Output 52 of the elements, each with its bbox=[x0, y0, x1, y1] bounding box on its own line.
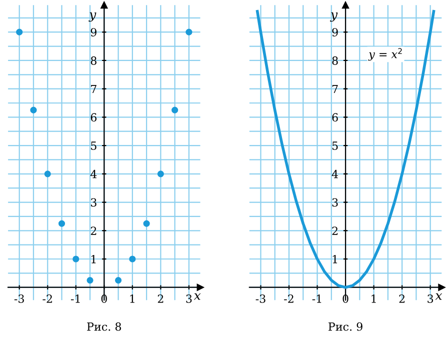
y-tick-label: 2 bbox=[90, 226, 96, 235]
y-tick-label: 6 bbox=[90, 113, 97, 122]
x-tick-label: -2 bbox=[284, 294, 294, 303]
y-tick-label: 8 bbox=[332, 56, 338, 65]
point bbox=[143, 220, 150, 227]
x-tick-label: 2 bbox=[158, 294, 164, 303]
y-tick-label: 1 bbox=[91, 254, 96, 264]
y-tick-label: 6 bbox=[332, 113, 338, 122]
y-tick-label: 8 bbox=[90, 56, 96, 65]
y-axis-title: y bbox=[330, 12, 338, 22]
point bbox=[16, 28, 23, 36]
y-tick-label: 7 bbox=[91, 84, 96, 94]
y-tick-label: 5 bbox=[91, 142, 96, 150]
y-tick-label: 4 bbox=[332, 170, 338, 178]
x-tick-label: 3 bbox=[186, 294, 192, 303]
point bbox=[129, 256, 136, 262]
point bbox=[157, 170, 164, 178]
x-axis-title: x bbox=[435, 293, 442, 300]
y-tick-label: 9 bbox=[332, 28, 338, 36]
x-tick-label: 1 bbox=[372, 294, 376, 303]
point bbox=[30, 106, 37, 114]
text: Рис. 9 bbox=[328, 322, 362, 331]
x-tick-label: 3 bbox=[428, 294, 434, 303]
y-tick-label: 2 bbox=[332, 226, 338, 235]
x-tick-label: 0 bbox=[101, 294, 107, 303]
point bbox=[72, 256, 80, 262]
x-tick-label: 0 bbox=[342, 294, 348, 303]
y-tick-label: 3 bbox=[90, 198, 96, 207]
point bbox=[58, 220, 66, 227]
y-tick-label: 9 bbox=[90, 28, 96, 36]
annotation: y = x$^{2}$ bbox=[368, 48, 402, 61]
point bbox=[186, 28, 192, 36]
x-tick-label: -1 bbox=[312, 294, 322, 303]
x-tick-label: 2 bbox=[399, 294, 405, 303]
y-tick-label: 7 bbox=[332, 84, 338, 94]
point bbox=[86, 276, 94, 284]
x-tick-label: 1 bbox=[130, 294, 134, 303]
y-tick-label: 5 bbox=[332, 142, 338, 150]
point bbox=[114, 276, 122, 284]
x-tick-label: -2 bbox=[42, 294, 52, 303]
point bbox=[172, 106, 178, 114]
y-axis-title: y bbox=[88, 12, 96, 22]
point bbox=[44, 170, 51, 178]
y-tick-label: 1 bbox=[332, 254, 338, 264]
x-tick-label: -3 bbox=[256, 294, 266, 303]
y-tick-label: 4 bbox=[90, 170, 97, 178]
line-series bbox=[256, 10, 436, 289]
x-axis-title: x bbox=[194, 293, 201, 300]
x-tick-label: -3 bbox=[14, 294, 24, 303]
text: Рис. 8 bbox=[87, 322, 122, 331]
y-tick-label: 3 bbox=[332, 198, 338, 207]
x-tick-label: -1 bbox=[70, 294, 80, 303]
